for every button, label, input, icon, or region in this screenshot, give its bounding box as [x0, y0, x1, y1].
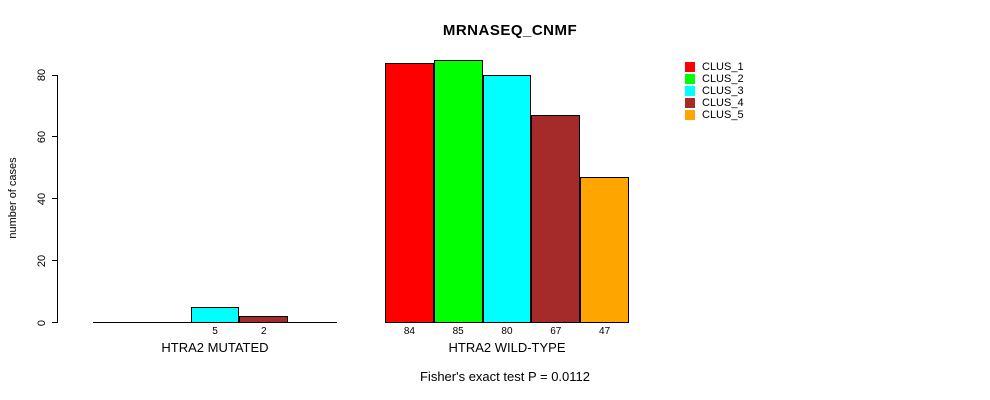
y-axis-tick	[52, 198, 58, 200]
bar-clus_3	[190, 307, 240, 323]
legend: CLUS_1 CLUS_2 CLUS_3 CLUS_4 CLUS_5	[685, 61, 744, 121]
legend-label: CLUS_1	[702, 61, 744, 73]
bar-clus_2	[433, 59, 483, 323]
y-axis-tick-label: 80	[36, 68, 48, 82]
y-axis-tick-label: 40	[36, 192, 48, 205]
legend-item: CLUS_2	[685, 73, 744, 85]
legend-swatch	[685, 98, 695, 108]
bar-clus_3	[482, 75, 532, 323]
legend-label: CLUS_5	[702, 109, 744, 121]
legend-label: CLUS_3	[702, 85, 744, 97]
legend-swatch	[685, 86, 695, 96]
y-axis-label: number of cases	[7, 157, 19, 239]
legend-item: CLUS_4	[685, 97, 744, 109]
y-axis-tick	[52, 322, 58, 323]
bar-clus_5	[580, 177, 629, 323]
x-axis-baseline	[93, 322, 337, 323]
legend-label: CLUS_2	[702, 73, 744, 85]
bar-value-label: 67	[550, 326, 562, 337]
legend-swatch	[685, 62, 695, 72]
bar-value-label: 47	[599, 326, 611, 337]
chart-title: MRNASEQ_CNMF	[442, 22, 578, 39]
legend-item: CLUS_5	[685, 109, 744, 121]
bar-value-label: 84	[403, 326, 415, 337]
bar-clus_4	[239, 316, 289, 323]
y-axis-tick-label: 60	[36, 130, 48, 143]
y-axis-tick-label: 0	[36, 319, 48, 326]
bar-clus_1	[385, 62, 434, 323]
legend-swatch	[685, 110, 695, 120]
x-axis-baseline	[385, 322, 629, 323]
bar-value-label: 85	[452, 326, 464, 337]
bar-value-label: 2	[261, 326, 267, 337]
y-axis-tick-label: 20	[36, 254, 48, 267]
y-axis-tick	[52, 136, 58, 138]
y-axis-tick	[52, 260, 58, 262]
bar-clus_4	[531, 115, 581, 323]
legend-item: CLUS_3	[685, 85, 744, 97]
bar-value-label: 80	[501, 326, 513, 337]
legend-swatch	[685, 74, 695, 84]
category-label: HTRA2 MUTATED	[161, 340, 269, 355]
bar-value-label: 5	[212, 326, 218, 337]
legend-label: CLUS_4	[702, 97, 744, 109]
annotation-text: Fisher's exact test P = 0.0112	[419, 369, 590, 384]
category-label: HTRA2 WILD-TYPE	[448, 340, 566, 355]
legend-item: CLUS_1	[685, 61, 744, 73]
y-axis-tick	[52, 74, 58, 76]
